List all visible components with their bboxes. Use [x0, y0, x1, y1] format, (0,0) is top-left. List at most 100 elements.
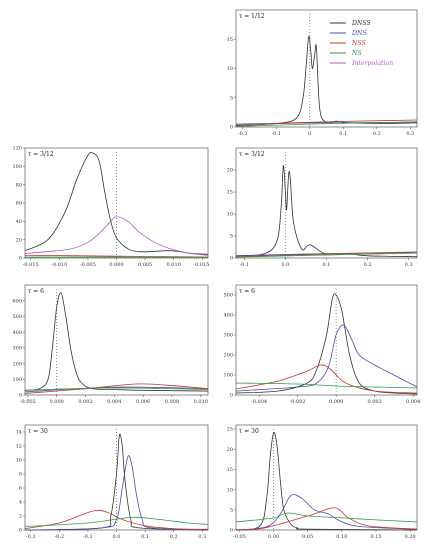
panel-title: τ = 6	[239, 288, 255, 295]
panel-frame	[24, 284, 209, 396]
y-tick-label: 15	[227, 37, 233, 43]
x-tick-label: 0.05	[302, 534, 313, 540]
series-ns	[235, 252, 418, 258]
panel-frame	[235, 147, 418, 259]
series-dns	[235, 494, 418, 531]
x-tick-label: -0.2	[54, 534, 64, 540]
y-tick-label: 20	[227, 168, 233, 174]
y-tick-label: 500	[12, 314, 22, 320]
y-tick-label: 100	[223, 373, 233, 379]
x-tick-label: -0.1	[239, 262, 249, 268]
x-tick-label: -0.005	[80, 262, 96, 268]
x-tick-label: 0.2	[170, 534, 178, 540]
x-tick-label: 0.010	[194, 399, 208, 405]
x-tick-label: -0.010	[51, 262, 67, 268]
series-dnss	[24, 433, 209, 531]
x-tick-label: 0.15	[370, 534, 381, 540]
series-dns	[24, 386, 209, 393]
series-dns	[24, 455, 209, 531]
y-tick-label: 6	[19, 486, 22, 492]
panel-title: τ = 3/12	[239, 151, 265, 158]
y-tick-label: 12	[16, 444, 22, 450]
y-tick-label: 200	[12, 361, 22, 367]
panel-frame	[235, 424, 418, 531]
x-tick-label: 0.1	[339, 131, 347, 137]
x-tick-label: 0.004	[406, 399, 420, 405]
panel-title: τ = 30	[239, 428, 259, 435]
x-tick-label: -0.002	[20, 399, 36, 405]
series-ns	[24, 516, 209, 527]
y-tick-label: 400	[223, 313, 233, 319]
y-tick-label: 5	[230, 508, 233, 514]
legend-entry-nss: NSS	[330, 40, 366, 47]
series-ns	[235, 382, 418, 389]
x-tick-label: 0.015	[195, 262, 209, 268]
y-tick-label: 4	[19, 500, 22, 506]
y-tick-label: 0	[230, 393, 233, 399]
x-tick-label: 0.000	[50, 399, 64, 405]
x-tick-label: -0.2	[238, 131, 248, 137]
x-tick-label: 0	[308, 131, 311, 137]
x-tick-label: 0.2	[373, 131, 381, 137]
x-tick-label: 0.0	[281, 262, 289, 268]
panel-3: -0.1 0.0 0.1 0.2 0.3 0 5 10 15 20 τ = 3/12	[227, 147, 418, 268]
series-dnss	[235, 165, 418, 258]
x-tick-label: 0.004	[107, 399, 121, 405]
legend-label-dns: DNS	[351, 30, 367, 37]
y-tick-label: 10	[227, 66, 233, 72]
y-tick-label: 80	[16, 182, 22, 188]
series-dnss	[235, 35, 418, 126]
x-tick-label: 0.0	[113, 534, 121, 540]
panel-1: -0.2 -0.1 0 0.1 0.2 0.3 0 5 10 15 τ = 1/12	[227, 9, 418, 137]
x-tick-label: 0.000	[109, 262, 123, 268]
y-tick-label: 0	[19, 528, 22, 534]
series-nss	[235, 507, 418, 531]
y-tick-label: 10	[227, 487, 233, 493]
panel-5: -0.004 -0.002 0.000 0.002 0.004 0 100 200 300 400…	[223, 284, 420, 405]
panel-frame	[235, 284, 418, 396]
y-tick-label: 0	[230, 528, 233, 534]
x-tick-label: -0.015	[23, 262, 39, 268]
series-nss	[24, 383, 209, 394]
x-tick-label: -0.004	[251, 399, 267, 405]
y-tick-label: 40	[16, 219, 22, 225]
series-nss	[24, 254, 209, 258]
x-tick-label: 0.00	[268, 534, 279, 540]
x-tick-label: 0.006	[136, 399, 150, 405]
y-tick-label: 100	[12, 377, 22, 383]
x-tick-label: 0.005	[138, 262, 152, 268]
panel-2: -0.015 -0.010 -0.005 0.000 0.005 0.010 0.015 0 2…	[12, 146, 209, 268]
y-tick-label: 2	[19, 514, 22, 520]
panel-frame	[235, 9, 418, 128]
y-tick-label: 0	[19, 256, 22, 262]
legend-label-interpolation: Interpolation	[351, 60, 393, 67]
legend-entry-dns: DNS	[330, 30, 367, 37]
panel-title: τ = 30	[28, 428, 48, 435]
x-tick-label: -0.3	[26, 534, 36, 540]
x-tick-label: 0.2	[364, 262, 372, 268]
series-nss	[24, 509, 209, 530]
y-tick-label: 400	[12, 330, 22, 336]
series-ns	[235, 121, 418, 127]
y-tick-label: 8	[19, 472, 22, 478]
y-tick-label: 200	[223, 353, 233, 359]
y-tick-label: 10	[227, 212, 233, 218]
x-tick-label: 0.3	[405, 262, 413, 268]
series-ns	[235, 512, 418, 523]
series-dnss	[24, 292, 209, 392]
y-tick-label: 25	[227, 427, 233, 433]
x-tick-label: 0.3	[406, 131, 414, 137]
y-tick-label: 5	[230, 95, 233, 101]
x-tick-label: 0.1	[323, 262, 331, 268]
y-tick-label: 0	[19, 393, 22, 399]
y-tick-label: 500	[223, 293, 233, 299]
legend-entry-dnss: DNSS	[330, 20, 371, 27]
legend-label-dnss: DNSS	[351, 20, 371, 27]
y-tick-label: 15	[227, 467, 233, 473]
x-tick-label: 0.20	[405, 534, 416, 540]
x-tick-label: 0.10	[336, 534, 347, 540]
x-tick-label: 0.002	[367, 399, 381, 405]
y-tick-label: 300	[223, 333, 233, 339]
